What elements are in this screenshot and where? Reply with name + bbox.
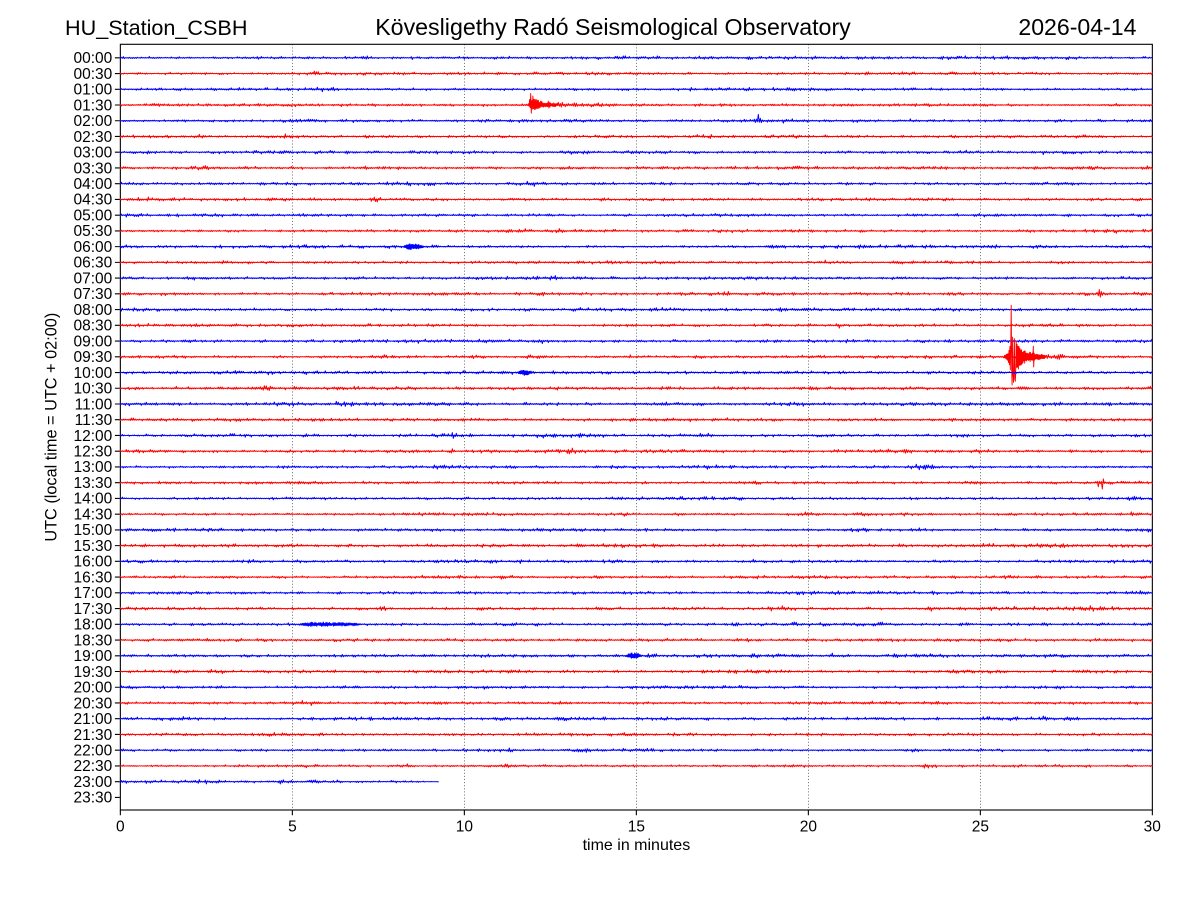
svg-text:02:30: 02:30 bbox=[74, 129, 113, 146]
svg-text:12:30: 12:30 bbox=[74, 444, 113, 461]
svg-text:13:00: 13:00 bbox=[74, 459, 113, 476]
svg-text:15:30: 15:30 bbox=[74, 538, 113, 555]
svg-text:06:00: 06:00 bbox=[74, 239, 113, 256]
svg-text:08:00: 08:00 bbox=[74, 302, 113, 319]
svg-text:22:30: 22:30 bbox=[74, 758, 113, 775]
svg-text:11:00: 11:00 bbox=[75, 396, 113, 413]
svg-text:20:00: 20:00 bbox=[74, 680, 113, 697]
svg-text:11:30: 11:30 bbox=[75, 412, 113, 429]
svg-text:01:30: 01:30 bbox=[74, 97, 113, 114]
svg-text:17:00: 17:00 bbox=[74, 585, 113, 602]
svg-text:09:00: 09:00 bbox=[74, 333, 113, 350]
svg-text:16:00: 16:00 bbox=[74, 554, 113, 571]
svg-text:10: 10 bbox=[456, 819, 474, 836]
svg-text:12:00: 12:00 bbox=[74, 428, 113, 445]
svg-text:23:30: 23:30 bbox=[74, 790, 113, 807]
svg-text:25: 25 bbox=[972, 819, 989, 836]
svg-text:08:30: 08:30 bbox=[74, 318, 113, 335]
svg-text:10:30: 10:30 bbox=[74, 381, 113, 398]
svg-text:04:00: 04:00 bbox=[74, 176, 113, 193]
svg-text:05:00: 05:00 bbox=[74, 208, 113, 225]
svg-text:21:30: 21:30 bbox=[74, 727, 113, 744]
svg-text:0: 0 bbox=[116, 819, 125, 836]
svg-text:10:00: 10:00 bbox=[74, 365, 113, 382]
svg-text:15:00: 15:00 bbox=[74, 522, 113, 539]
svg-text:00:00: 00:00 bbox=[74, 50, 113, 67]
svg-text:07:30: 07:30 bbox=[74, 286, 113, 303]
svg-text:18:30: 18:30 bbox=[74, 632, 113, 649]
svg-text:5: 5 bbox=[288, 819, 297, 836]
svg-text:20: 20 bbox=[800, 819, 818, 836]
svg-text:13:30: 13:30 bbox=[74, 475, 113, 492]
svg-text:HU_Station_CSBH: HU_Station_CSBH bbox=[65, 15, 247, 40]
svg-text:02:00: 02:00 bbox=[74, 113, 113, 130]
svg-text:09:30: 09:30 bbox=[74, 349, 113, 366]
svg-text:03:30: 03:30 bbox=[74, 160, 113, 177]
svg-text:20:30: 20:30 bbox=[74, 695, 113, 712]
svg-text:04:30: 04:30 bbox=[74, 192, 113, 209]
svg-text:14:30: 14:30 bbox=[74, 506, 113, 523]
svg-text:14:00: 14:00 bbox=[74, 491, 113, 508]
svg-text:30: 30 bbox=[1144, 819, 1162, 836]
svg-text:03:00: 03:00 bbox=[74, 145, 113, 162]
svg-text:06:30: 06:30 bbox=[74, 255, 113, 272]
svg-text:19:00: 19:00 bbox=[74, 648, 113, 665]
svg-text:07:00: 07:00 bbox=[74, 270, 113, 287]
svg-text:time in minutes: time in minutes bbox=[583, 837, 691, 854]
svg-text:18:00: 18:00 bbox=[74, 617, 113, 634]
svg-text:16:30: 16:30 bbox=[74, 569, 113, 586]
svg-text:01:00: 01:00 bbox=[74, 82, 113, 99]
svg-text:05:30: 05:30 bbox=[74, 223, 113, 240]
svg-text:15: 15 bbox=[628, 819, 645, 836]
svg-text:19:30: 19:30 bbox=[74, 664, 113, 681]
svg-text:Kövesligethy Radó Seismologica: Kövesligethy Radó Seismological Observat… bbox=[375, 14, 851, 40]
svg-text:UTC (local time = UTC + 02:00): UTC (local time = UTC + 02:00) bbox=[43, 313, 61, 542]
svg-text:2026-04-14: 2026-04-14 bbox=[1018, 14, 1136, 40]
svg-text:22:00: 22:00 bbox=[74, 743, 113, 760]
svg-text:23:00: 23:00 bbox=[74, 774, 113, 791]
svg-text:00:30: 00:30 bbox=[74, 66, 113, 83]
svg-text:17:30: 17:30 bbox=[74, 601, 113, 618]
svg-text:21:00: 21:00 bbox=[74, 711, 113, 728]
